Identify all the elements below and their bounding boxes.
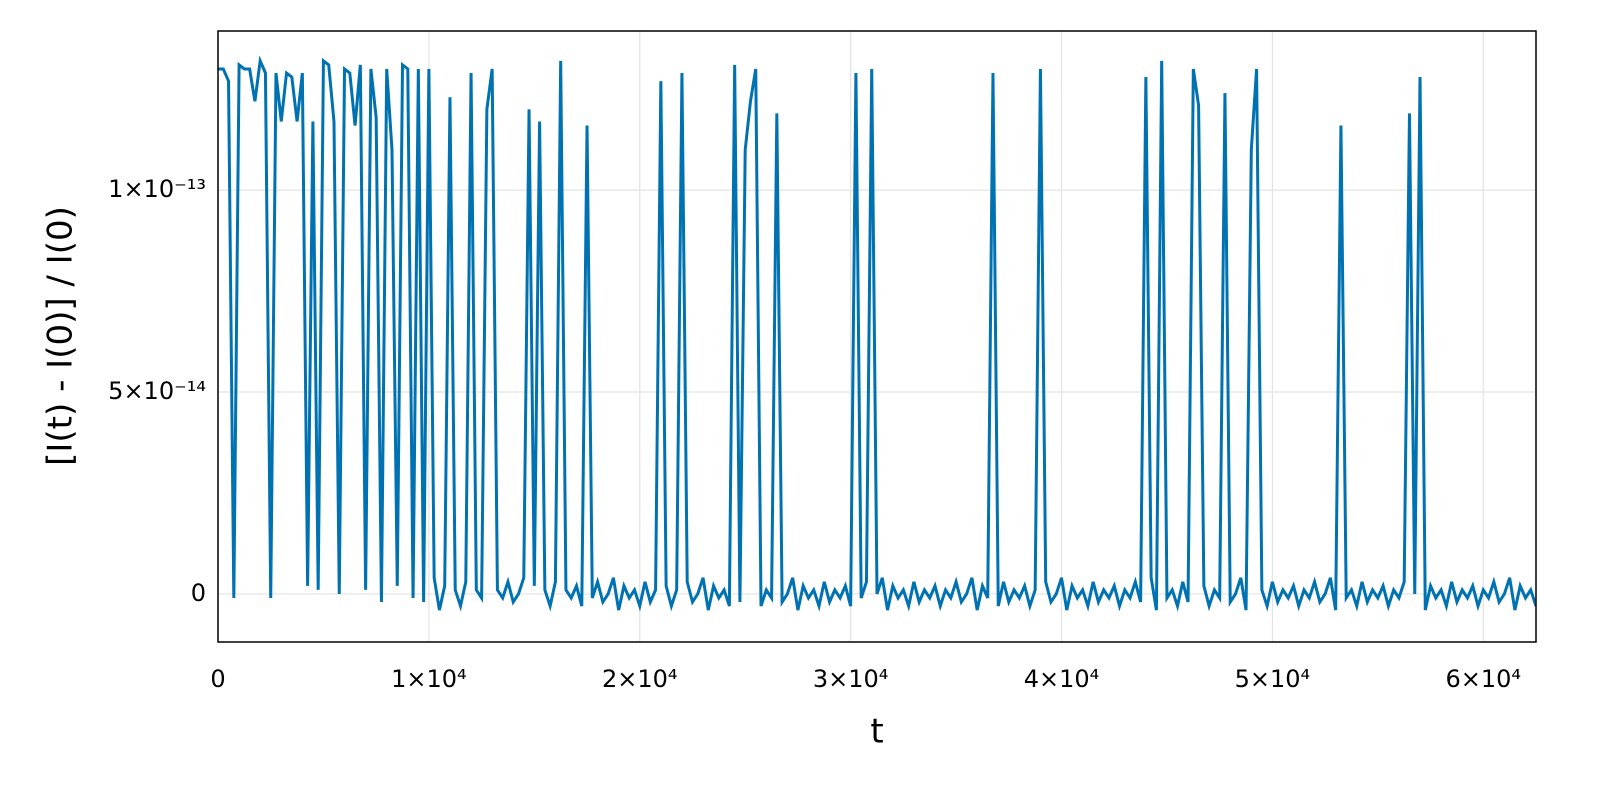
x-tick-label: 1×10⁴ xyxy=(391,665,467,693)
y-tick-label: 5×10⁻¹⁴ xyxy=(108,377,206,405)
x-tick-label: 0 xyxy=(210,665,225,693)
data-line xyxy=(218,55,1536,612)
x-axis-label: t xyxy=(870,712,883,752)
y-axis-label: [I(t) - I(0)] / I(0) xyxy=(41,206,81,466)
x-tick-label: 5×10⁴ xyxy=(1235,665,1311,693)
x-tick-label: 2×10⁴ xyxy=(602,665,678,693)
x-tick-label: 6×10⁴ xyxy=(1446,665,1522,693)
y-tick-label: 0 xyxy=(191,579,206,607)
x-tick-label: 4×10⁴ xyxy=(1024,665,1100,693)
y-tick-label: 1×10⁻¹³ xyxy=(108,175,206,203)
x-tick-label: 3×10⁴ xyxy=(813,665,889,693)
plot-frame xyxy=(217,30,1537,643)
plot-area xyxy=(218,55,1536,612)
